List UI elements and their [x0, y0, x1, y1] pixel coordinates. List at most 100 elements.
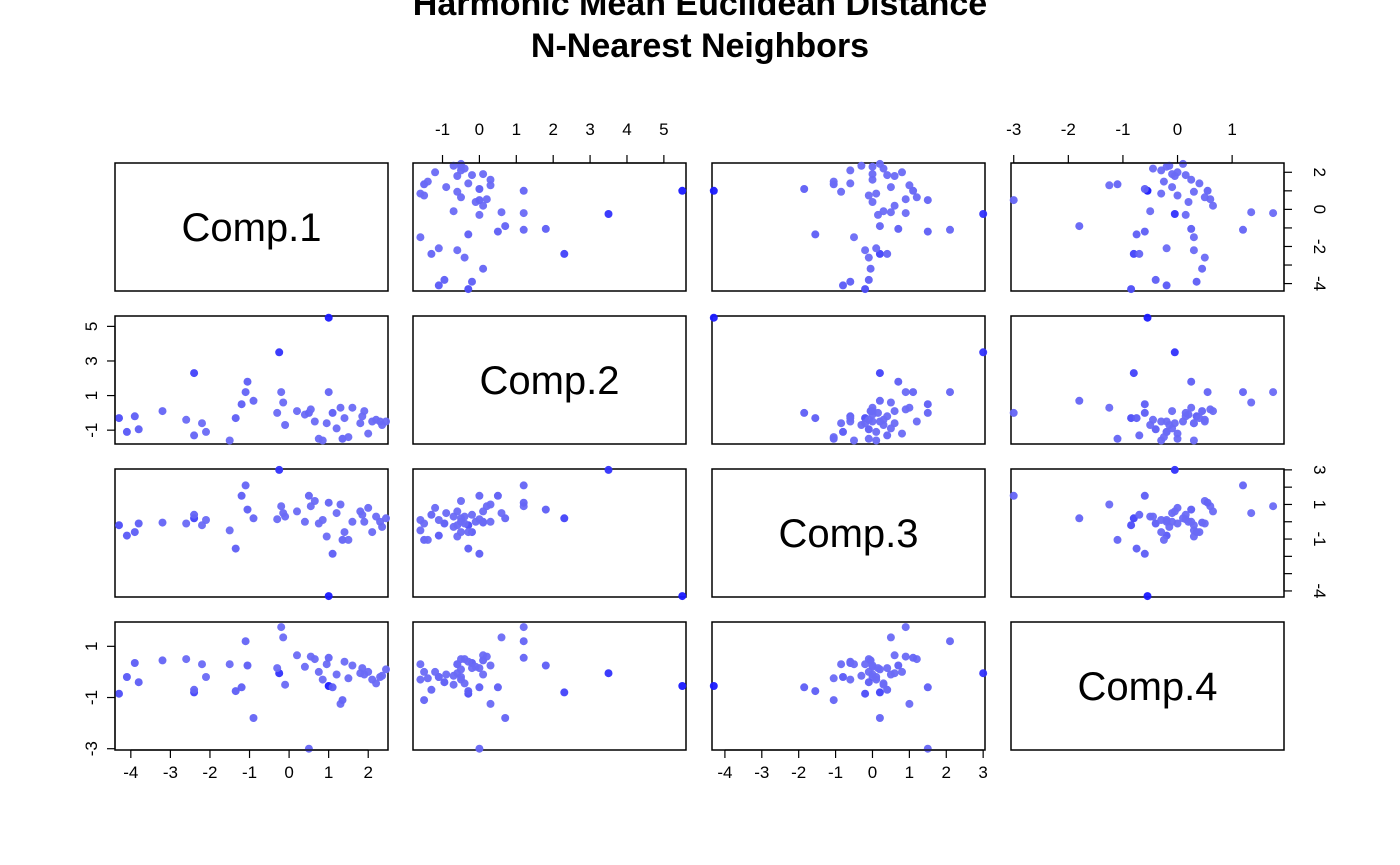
point-r1c3-4 [861, 285, 870, 294]
point-r3c2-27 [457, 497, 465, 505]
point-r4c1-5 [122, 673, 131, 681]
point-r1c2-8 [479, 264, 488, 273]
tick-label-bottom-1: -4 [123, 763, 138, 782]
point-r1c2-22 [449, 207, 458, 216]
point-r4c1-14 [231, 687, 240, 696]
point-r2c1-1 [275, 348, 284, 357]
point-r1c4-27 [1200, 193, 1209, 202]
point-r4c3-7 [864, 678, 873, 687]
point-r3c1-40 [358, 510, 367, 519]
point-r1c3-11 [861, 246, 870, 255]
point-r2c1-39 [356, 419, 365, 428]
panel-3-3 [711, 468, 986, 598]
point-r2c3-31 [909, 388, 918, 397]
point-r4c2-16 [519, 637, 528, 646]
point-r1c2-2 [560, 249, 569, 258]
point-r3c1-22 [281, 512, 290, 521]
point-r4c1-21 [279, 633, 288, 642]
point-r1c4-22 [1146, 207, 1155, 216]
tick-label-bottom-3: 0 [868, 763, 877, 782]
point-r4c2-41 [479, 670, 488, 679]
point-r4c3-21 [886, 633, 895, 642]
point-r3c1-35 [338, 535, 347, 544]
point-r1c3-8 [866, 264, 875, 273]
point-r3c4-34 [1105, 500, 1114, 509]
point-r3c1-27 [310, 497, 319, 505]
point-r4c1-24 [300, 662, 309, 671]
point-r1c4-12 [1162, 244, 1171, 253]
tick-label-top-2: 4 [622, 120, 631, 139]
point-r3c4-4 [1127, 521, 1136, 530]
point-r1c2-17 [541, 224, 550, 233]
point-r1c4-17 [1187, 224, 1196, 233]
panel-2-2 [412, 315, 687, 445]
point-r1c3-28 [864, 191, 873, 200]
point-r4c3-35 [829, 696, 838, 705]
point-r3c1-36 [340, 528, 349, 537]
point-r4c2-28 [420, 667, 429, 676]
point-r4c3-11 [861, 660, 870, 669]
point-r2c3-29 [872, 436, 881, 445]
tick-label-top-4: 0 [1173, 120, 1182, 139]
point-r2c4-26 [1206, 405, 1215, 414]
point-r4c1-12 [202, 673, 210, 681]
point-r4c1-10 [190, 685, 199, 694]
point-r1c3-30 [837, 187, 846, 196]
point-r4c3-37 [829, 674, 838, 683]
point-r3c2-40 [468, 510, 476, 519]
point-r1c4-35 [1113, 180, 1122, 189]
panel-4-2 [412, 621, 687, 751]
point-r3c2-14 [464, 544, 473, 553]
point-r1c2-41 [479, 170, 488, 179]
point-r1c3-45 [857, 161, 866, 170]
point-r3c1-32 [328, 549, 337, 558]
point-r3c1-29 [318, 516, 327, 524]
point-r2c1-9 [182, 415, 191, 424]
point-r4c3-2 [875, 688, 884, 697]
point-r4c3-31 [909, 653, 918, 662]
point-r1c2-19 [475, 210, 484, 219]
tick-label-top-2: 0 [475, 120, 484, 139]
point-r3c1-31 [324, 498, 333, 507]
point-r4c1-29 [318, 675, 327, 684]
point-r1c4-11 [1189, 246, 1198, 255]
point-r4c2-14 [464, 687, 473, 696]
point-r4c3-38 [868, 661, 877, 670]
point-r3c2-5 [434, 531, 443, 540]
point-r2c1-31 [324, 388, 333, 397]
point-r2c3-13 [850, 436, 858, 445]
point-r3c1-13 [225, 526, 234, 535]
point-r4c1-30 [322, 660, 331, 669]
point-r4c2-26 [482, 652, 491, 661]
point-r3c2-34 [486, 500, 495, 509]
point-r4c2-21 [497, 633, 506, 642]
tick-label-right-3: -4 [1310, 583, 1329, 598]
point-r1c2-37 [423, 177, 432, 186]
point-r4c2-29 [416, 675, 425, 684]
point-r1c3-14 [811, 230, 820, 239]
point-r2c3-15 [923, 400, 932, 409]
point-r4c1-45 [378, 671, 387, 680]
point-r3c4-0 [1143, 592, 1152, 601]
tick-label-top-2: 1 [512, 120, 521, 139]
point-r2c4-36 [1195, 414, 1204, 423]
tick-label-right-3: 1 [1310, 500, 1329, 509]
point-r3c4-38 [1187, 517, 1196, 526]
point-r1c3-25 [923, 196, 932, 205]
point-r4c1-9 [182, 655, 191, 664]
point-r3c1-33 [332, 509, 341, 518]
point-r2c4-45 [1165, 421, 1174, 429]
point-r1c2-46 [457, 159, 465, 168]
point-r4c2-35 [420, 696, 429, 705]
point-r2c1-0 [324, 313, 333, 322]
point-r2c3-25 [923, 408, 932, 417]
tick-label-bottom-1: 2 [363, 763, 372, 782]
point-r2c3-20 [901, 388, 910, 397]
point-r1c3-17 [894, 224, 903, 233]
point-r4c2-31 [519, 653, 528, 662]
point-r4c3-25 [923, 744, 932, 753]
point-r4c1-6 [130, 659, 139, 667]
point-r2c4-31 [1203, 388, 1212, 397]
point-r4c3-0 [709, 682, 718, 690]
point-r4c3-16 [946, 637, 954, 646]
